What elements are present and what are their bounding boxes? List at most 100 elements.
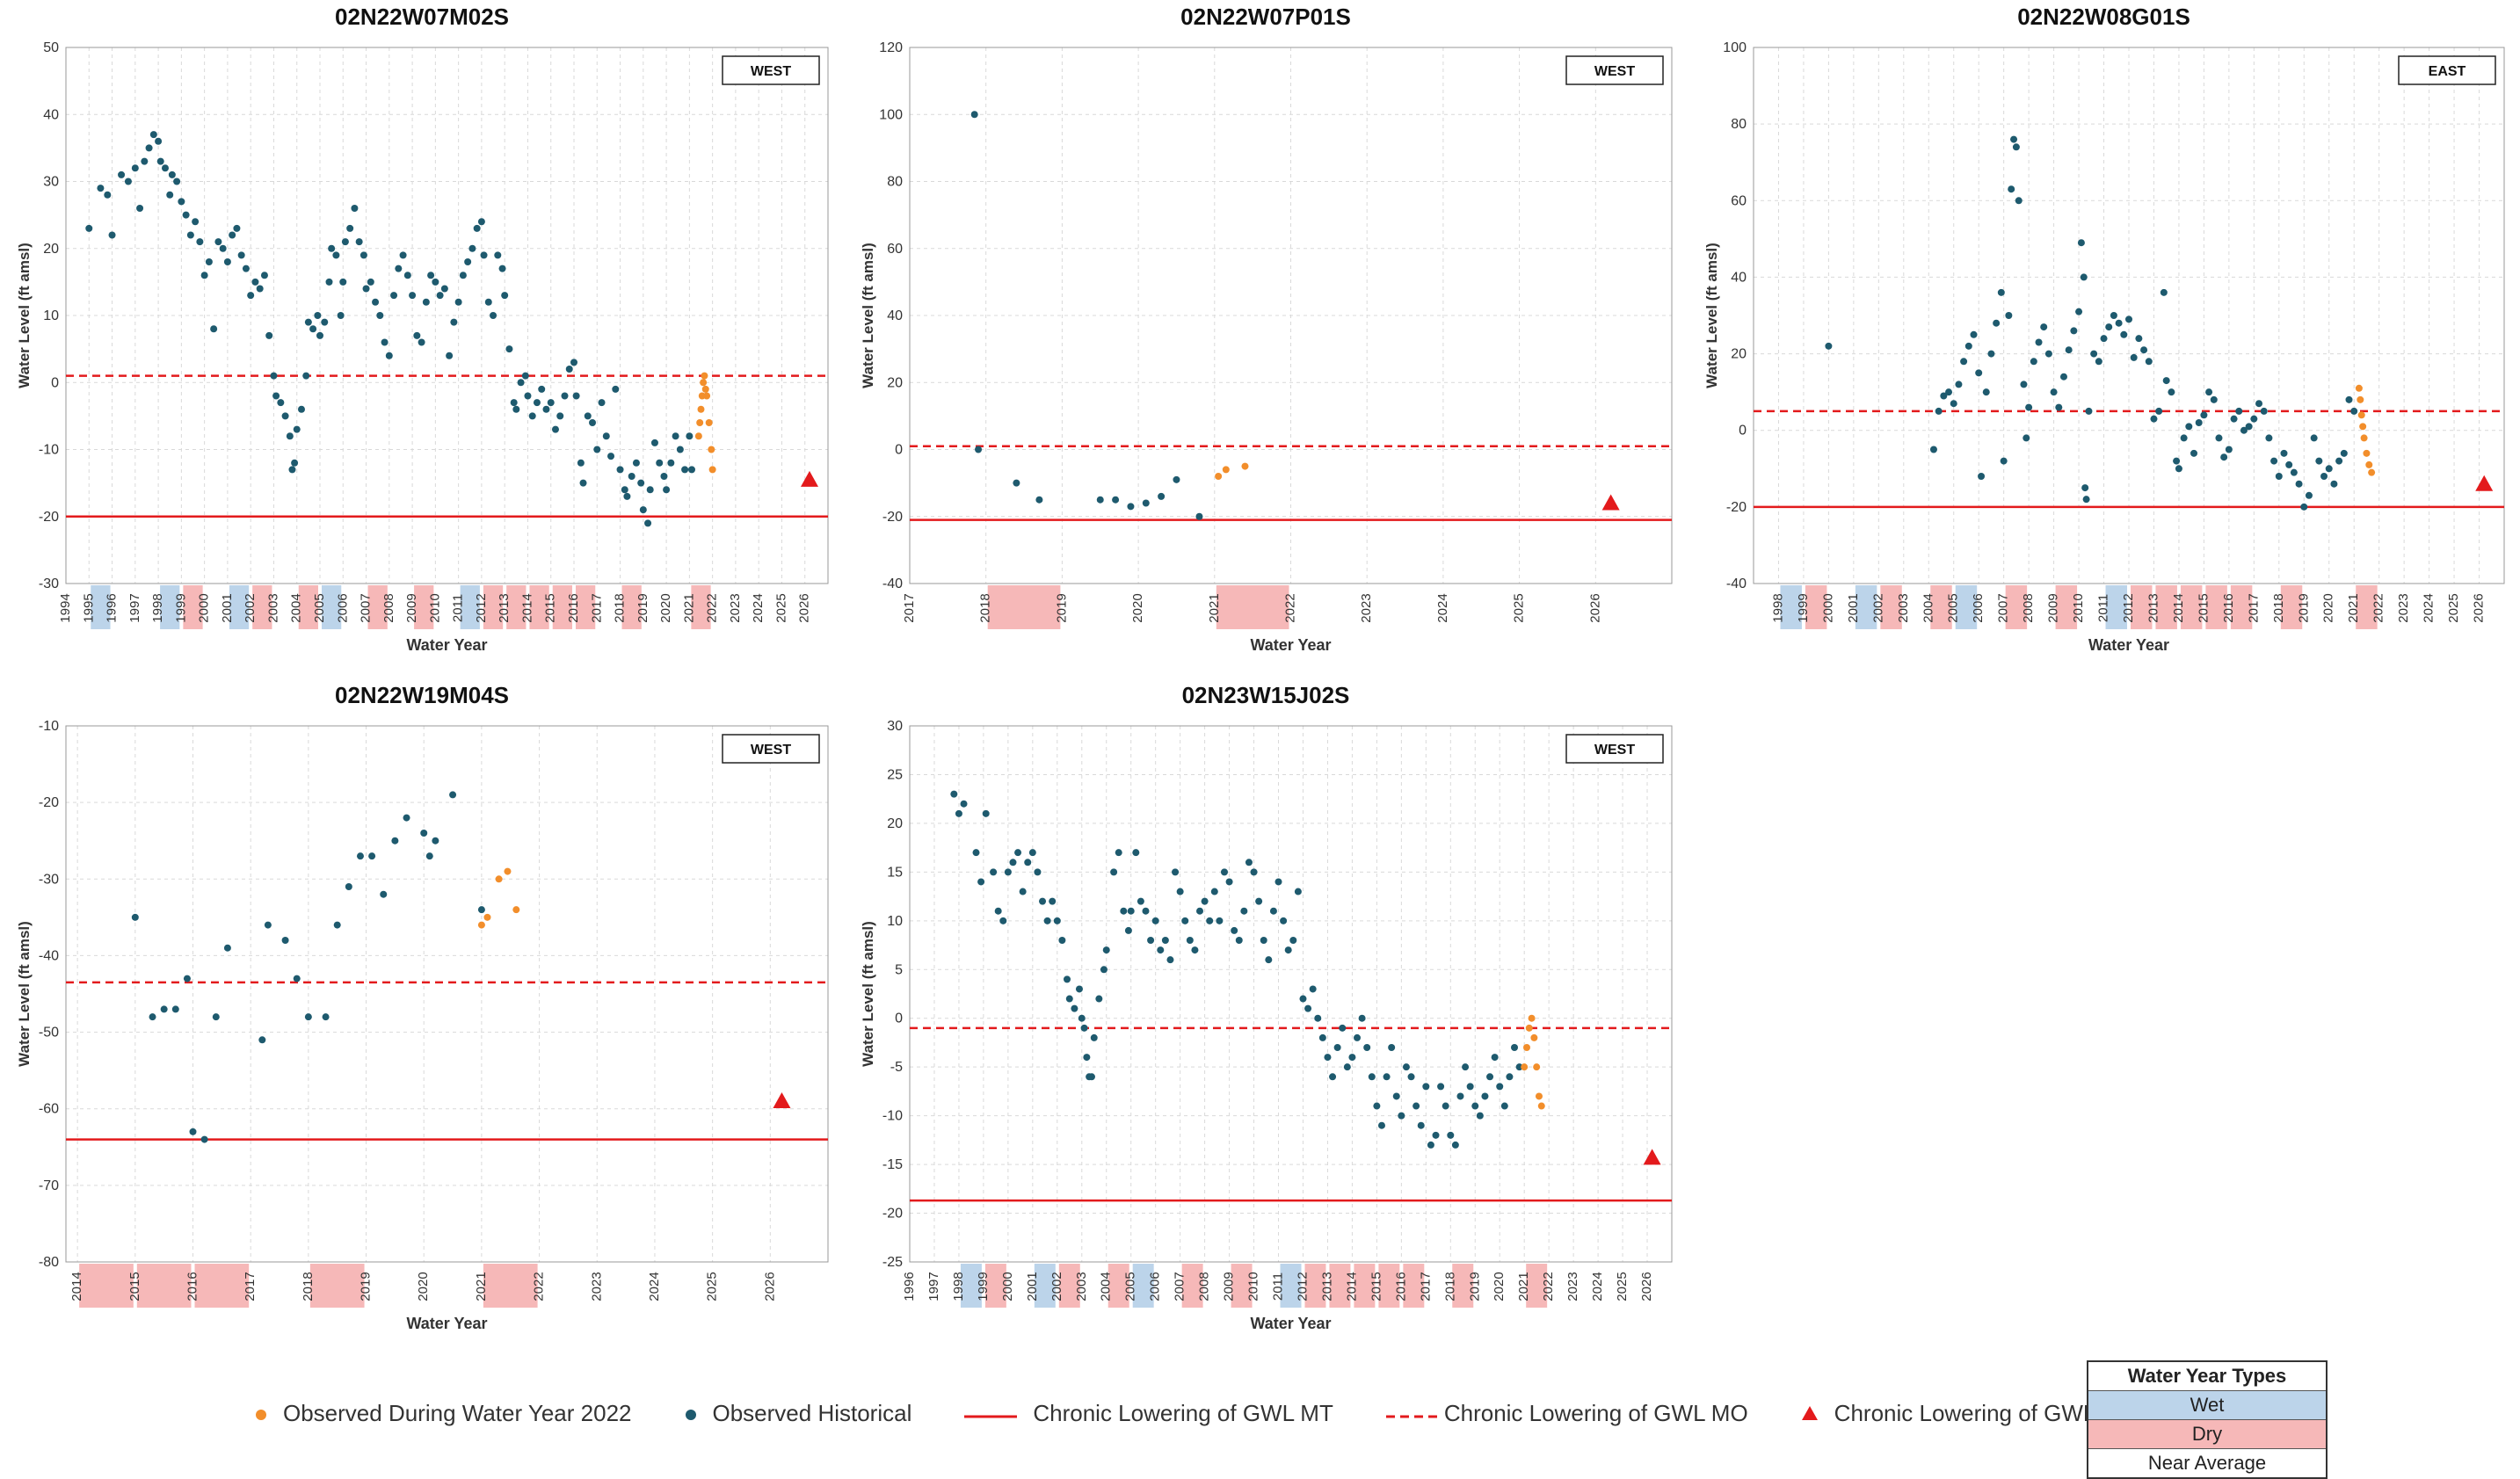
historical-point bbox=[667, 459, 675, 467]
dry-year-band bbox=[367, 585, 388, 629]
historical-point bbox=[1009, 859, 1017, 866]
x-tick-label: 1994 bbox=[58, 593, 73, 622]
historical-point bbox=[1049, 897, 1057, 905]
historical-point bbox=[1115, 849, 1122, 857]
historical-point bbox=[1280, 917, 1288, 924]
y-tick-label: 10 bbox=[887, 914, 903, 929]
x-tick-label: 2021 bbox=[474, 1272, 489, 1301]
x-tick-label: 2010 bbox=[2071, 593, 2086, 622]
historical-point bbox=[1151, 917, 1159, 924]
historical-point bbox=[2310, 434, 2318, 442]
historical-point bbox=[1314, 1014, 1322, 1022]
x-tick-label: 2015 bbox=[543, 593, 558, 622]
historical-point bbox=[2320, 473, 2328, 480]
historical-point bbox=[425, 852, 433, 860]
observed-2022-point bbox=[705, 419, 713, 426]
wet-year-band bbox=[91, 585, 111, 629]
im-marker bbox=[773, 1092, 791, 1108]
legend-label: Observed Historical bbox=[712, 1399, 912, 1426]
historical-point bbox=[1471, 1102, 1479, 1110]
observed-2022-point bbox=[2359, 423, 2367, 431]
historical-point bbox=[104, 191, 112, 199]
x-tick-label: 2023 bbox=[1359, 593, 1374, 622]
historical-point bbox=[570, 359, 577, 366]
historical-point bbox=[538, 385, 546, 393]
y-axis-label: Water Level (ft amsl) bbox=[860, 921, 876, 1067]
historical-point bbox=[1970, 330, 1978, 338]
historical-point bbox=[1080, 1024, 1088, 1032]
historical-point bbox=[572, 392, 580, 400]
x-tick-label: 2019 bbox=[1054, 593, 1069, 622]
x-tick-label: 2013 bbox=[2146, 593, 2161, 622]
historical-point bbox=[1377, 1121, 1385, 1129]
x-tick-label: 2019 bbox=[635, 593, 650, 622]
historical-point bbox=[2230, 415, 2238, 423]
historical-point bbox=[2130, 353, 2138, 361]
plot-border bbox=[909, 725, 1673, 1263]
y-tick-label: -20 bbox=[39, 795, 59, 810]
historical-point bbox=[1142, 907, 1150, 915]
region-box bbox=[1565, 55, 1664, 85]
historical-point bbox=[291, 459, 299, 467]
x-tick-label: 2026 bbox=[2472, 593, 2487, 622]
historical-point bbox=[1269, 907, 1277, 915]
im-marker bbox=[2475, 475, 2494, 491]
y-tick-label: 40 bbox=[1731, 270, 1747, 285]
x-tick-label: 1998 bbox=[150, 593, 165, 622]
wet-year-band bbox=[1280, 1264, 1302, 1308]
historical-point bbox=[403, 272, 411, 279]
chart-3-svg: 1998 1999 2000 2001 2002 2003 2004 2005 2006 2007… bbox=[1703, 40, 2505, 654]
historical-point bbox=[1195, 512, 1203, 520]
historical-point bbox=[380, 890, 388, 898]
region-label: EAST bbox=[2429, 64, 2466, 79]
historical-point bbox=[328, 244, 336, 252]
historical-point bbox=[2120, 330, 2128, 338]
historical-point bbox=[1402, 1063, 1410, 1071]
historical-point bbox=[302, 372, 310, 380]
historical-point bbox=[1255, 897, 1263, 905]
historical-point bbox=[2190, 449, 2198, 457]
historical-point bbox=[149, 131, 157, 139]
y-tick-label: 100 bbox=[1723, 40, 1747, 55]
x-tick-label: 2021 bbox=[2346, 593, 2361, 622]
x-tick-label: 2007 bbox=[1173, 1272, 1187, 1301]
x-tick-label: 2000 bbox=[1000, 1272, 1015, 1301]
historical-point bbox=[1240, 907, 1248, 915]
x-tick-label: 2002 bbox=[243, 593, 258, 622]
historical-point bbox=[372, 298, 380, 306]
historical-point bbox=[1987, 350, 1995, 358]
historical-point bbox=[155, 137, 163, 145]
region-box bbox=[722, 734, 820, 764]
x-tick-label: 2019 bbox=[1467, 1272, 1482, 1301]
historical-point bbox=[623, 492, 631, 500]
y-tick-label: 40 bbox=[43, 107, 59, 122]
x-tick-label: 2023 bbox=[589, 1272, 604, 1301]
legend-label: Observed During Water Year 2022 bbox=[283, 1399, 632, 1426]
historical-point bbox=[501, 292, 509, 300]
historical-point bbox=[2330, 480, 2338, 488]
historical-point bbox=[356, 852, 364, 860]
historical-point bbox=[1250, 868, 1258, 876]
historical-point bbox=[1978, 473, 1986, 480]
historical-point bbox=[468, 244, 476, 252]
historical-point bbox=[1019, 888, 1027, 895]
historical-point bbox=[1127, 503, 1135, 511]
historical-point bbox=[1929, 446, 1937, 453]
x-tick-label: 2017 bbox=[902, 593, 917, 622]
historical-point bbox=[2210, 395, 2218, 403]
historical-point bbox=[2162, 377, 2170, 385]
historical-point bbox=[2205, 388, 2213, 396]
historical-point bbox=[286, 432, 294, 440]
y-tick-label: -70 bbox=[39, 1178, 59, 1193]
dry-year-band bbox=[483, 585, 504, 629]
historical-point bbox=[1231, 926, 1238, 934]
historical-point bbox=[994, 907, 1002, 915]
solid-line-icon bbox=[964, 1400, 1018, 1427]
x-tick-label: 1999 bbox=[1796, 593, 1811, 622]
observed-2022-point bbox=[701, 372, 708, 380]
x-tick-label: 2023 bbox=[728, 593, 743, 622]
x-tick-label: 2025 bbox=[1615, 1272, 1630, 1301]
historical-point bbox=[362, 285, 370, 293]
historical-point bbox=[1324, 1054, 1332, 1062]
historical-point bbox=[2265, 434, 2273, 442]
